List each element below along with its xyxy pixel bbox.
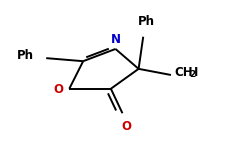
Text: CH: CH: [174, 66, 193, 79]
Text: Ph: Ph: [16, 49, 33, 62]
Text: I: I: [194, 66, 198, 79]
Text: Ph: Ph: [138, 15, 155, 28]
Text: O: O: [121, 120, 131, 133]
Text: N: N: [110, 33, 121, 46]
Text: O: O: [54, 83, 64, 96]
Text: 2: 2: [189, 71, 196, 79]
